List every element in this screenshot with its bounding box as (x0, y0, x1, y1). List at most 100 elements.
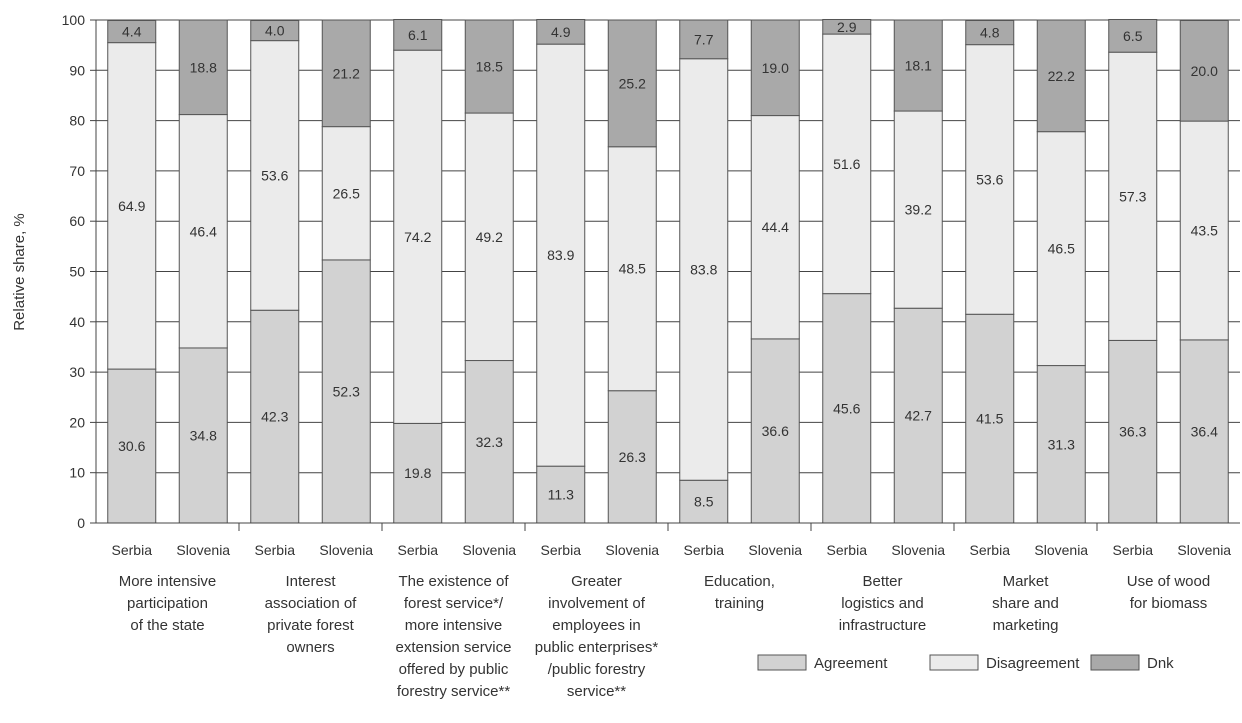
legend-swatch-agreement (757, 654, 807, 671)
value-label-dnk-1: 18.8 (190, 59, 217, 75)
y-tick-label-60: 60 (69, 213, 85, 229)
bar-disagreement-12 (965, 44, 1015, 315)
bar-agreement-7 (607, 390, 657, 524)
x-group-labels: More intensive participation of the state I… (119, 573, 1210, 700)
value-label-disagreement-1: 46.4 (190, 223, 217, 239)
legend-label-agreement: Agreement (814, 655, 888, 672)
value-label-disagreement-14: 57.3 (1119, 188, 1146, 204)
group-label-3-line-3: public enterprises* (535, 639, 659, 656)
bar-disagreement-7 (607, 146, 657, 392)
bar-dnk-10 (822, 18, 872, 35)
group-label-2-line-4: offered by public (399, 661, 509, 678)
bars (107, 18, 1229, 524)
value-label-agreement-0: 30.6 (118, 438, 145, 454)
y-tick-label-0: 0 (77, 515, 85, 531)
y-tick-label-30: 30 (69, 364, 85, 380)
bar-agreement-13 (1036, 365, 1086, 524)
value-label-disagreement-5: 49.2 (476, 229, 503, 245)
bar-dnk-12 (965, 20, 1015, 46)
y-tick-labels: 0 10 20 30 40 50 60 70 80 90 100 (62, 12, 86, 531)
bar-agreement-8 (679, 479, 729, 524)
bar-disagreement-0 (107, 42, 157, 370)
x-category-label-2: Serbia (255, 542, 296, 558)
group-label-2-line-1: forest service*/ (404, 595, 504, 612)
bar-dnk-2 (250, 20, 300, 42)
bar-agreement-12 (965, 313, 1015, 524)
group-label-6-line-0: Market (1003, 573, 1050, 590)
bar-dnk-7 (607, 19, 657, 148)
bar-disagreement-10 (822, 33, 872, 295)
value-label-agreement-6: 11.3 (548, 487, 574, 503)
value-label-dnk-3: 21.2 (333, 65, 360, 81)
legend: Agreement Disagreement Dnk (757, 654, 1174, 672)
value-label-disagreement-3: 26.5 (333, 185, 360, 201)
value-label-agreement-7: 26.3 (619, 449, 646, 465)
group-label-3-line-5: service** (567, 683, 626, 700)
group-label-5-line-2: infrastructure (839, 617, 927, 634)
value-label-dnk-13: 22.2 (1048, 68, 1075, 84)
group-label-5-line-1: logistics and (841, 595, 924, 612)
bar-agreement-4 (393, 422, 443, 524)
x-category-label-6: Serbia (541, 542, 582, 558)
y-axis-title: Relative share, % (11, 213, 28, 331)
x-category-label-4: Serbia (398, 542, 439, 558)
value-label-agreement-8: 8.5 (694, 494, 714, 510)
x-category-label-12: Serbia (970, 542, 1011, 558)
value-label-dnk-7: 25.2 (619, 75, 646, 91)
value-label-disagreement-0: 64.9 (118, 198, 145, 214)
value-label-disagreement-10: 51.6 (833, 156, 860, 172)
bar-agreement-9 (750, 338, 800, 524)
bar-dnk-11 (893, 19, 943, 112)
bar-dnk-5 (464, 19, 514, 114)
group-label-6-line-2: marketing (993, 617, 1059, 634)
x-category-label-14: Serbia (1113, 542, 1154, 558)
bar-dnk-13 (1036, 19, 1086, 133)
group-label-0-line-0: More intensive (119, 573, 217, 590)
bar-agreement-1 (178, 347, 228, 524)
bar-agreement-10 (822, 293, 872, 524)
group-label-2-line-3: extension service (396, 639, 512, 656)
legend-label-disagreement: Disagreement (986, 655, 1080, 672)
bar-agreement-6 (536, 465, 586, 524)
bar-dnk-1 (178, 19, 228, 116)
group-label-2-line-0: The existence of (398, 573, 509, 590)
x-category-label-8: Serbia (684, 542, 725, 558)
group-label-2-line-5: forestry service** (397, 683, 511, 700)
bar-disagreement-3 (321, 126, 371, 261)
bar-disagreement-5 (464, 112, 514, 362)
group-label-3-line-2: employees in (552, 617, 640, 634)
y-tick-label-100: 100 (62, 12, 86, 28)
value-label-agreement-9: 36.6 (762, 423, 789, 439)
value-label-agreement-1: 34.8 (190, 427, 217, 443)
group-label-2-line-2: more intensive (405, 617, 503, 634)
value-label-disagreement-12: 53.6 (976, 171, 1003, 187)
group-label-6-line-1: share and (992, 595, 1059, 612)
x-category-label-0: Serbia (112, 542, 153, 558)
value-label-dnk-0: 4.4 (122, 24, 142, 40)
value-label-disagreement-8: 83.8 (690, 261, 717, 277)
value-label-agreement-10: 45.6 (833, 400, 860, 416)
x-category-label-1: Slovenia (176, 542, 230, 558)
group-label-7-line-0: Use of wood (1127, 573, 1210, 590)
y-tick-label-10: 10 (69, 465, 85, 481)
value-label-dnk-5: 18.5 (476, 59, 503, 75)
value-label-agreement-15: 36.4 (1191, 423, 1218, 439)
value-label-dnk-15: 20.0 (1191, 63, 1218, 79)
x-category-label-15: Slovenia (1177, 542, 1231, 558)
legend-swatch-dnk (1090, 654, 1140, 671)
value-label-agreement-12: 41.5 (976, 411, 1003, 427)
group-label-7-line-1: for biomass (1130, 595, 1208, 612)
value-label-dnk-10: 2.9 (837, 19, 857, 35)
y-tick-label-50: 50 (69, 264, 85, 280)
bar-dnk-6 (536, 18, 586, 45)
value-label-disagreement-11: 39.2 (905, 202, 932, 218)
x-category-labels: Serbia Slovenia Serbia Slovenia Serbia Sloven… (112, 542, 1232, 558)
bar-dnk-14 (1108, 18, 1158, 53)
legend-swatch-disagreement (929, 654, 979, 671)
group-label-3-line-1: involvement of (548, 595, 646, 612)
bar-disagreement-13 (1036, 131, 1086, 367)
bar-agreement-11 (893, 307, 943, 524)
group-label-1-line-1: association of (265, 595, 358, 612)
value-label-disagreement-2: 53.6 (261, 167, 288, 183)
